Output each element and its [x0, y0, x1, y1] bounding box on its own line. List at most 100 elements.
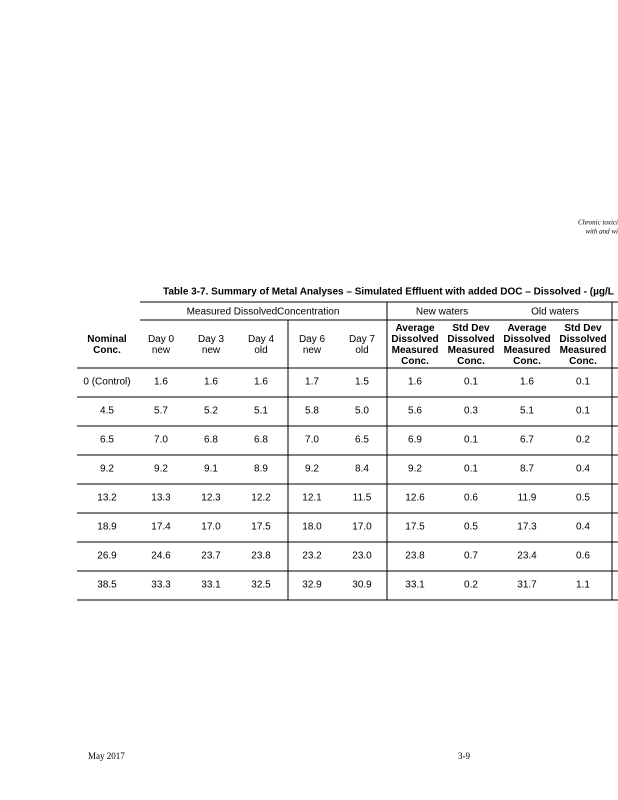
cell: 18.0 — [302, 522, 322, 533]
cell: 0.5 — [464, 522, 478, 533]
cell: 0.5 — [576, 493, 590, 504]
cell: 0.6 — [576, 551, 590, 562]
cell: 0.4 — [576, 464, 590, 475]
running-header: Chronic toxici — [578, 219, 618, 227]
column-header: Conc. — [401, 356, 429, 367]
cell: 6.5 — [100, 435, 114, 446]
cell: 23.0 — [352, 551, 372, 562]
column-header: Dissolved — [391, 334, 438, 345]
cell: 31.7 — [517, 580, 537, 591]
column-header: Day 4 — [248, 334, 275, 345]
cell: 23.8 — [405, 551, 425, 562]
cell: 30.9 — [352, 580, 372, 591]
column-header: Conc. — [569, 356, 597, 367]
cell: 1.6 — [254, 377, 268, 388]
cell: 0.1 — [464, 377, 478, 388]
column-header: Dissolved — [559, 334, 606, 345]
cell: 6.5 — [355, 435, 369, 446]
cell: 0.4 — [576, 522, 590, 533]
cell: 5.1 — [520, 406, 534, 417]
column-header: Day 6 — [299, 334, 326, 345]
cell: 5.0 — [355, 406, 369, 417]
cell: 0.2 — [464, 580, 478, 591]
column-header: new — [303, 345, 322, 356]
cell: 13.3 — [151, 493, 171, 504]
cell: 18.9 — [97, 522, 117, 533]
cell: 24.6 — [151, 551, 171, 562]
column-header: Average — [395, 323, 435, 334]
column-header: old — [355, 345, 368, 356]
cell: 9.2 — [408, 464, 422, 475]
cell: 6.7 — [520, 435, 534, 446]
table-lines — [140, 301, 618, 600]
cell: 6.8 — [204, 435, 218, 446]
cell: 17.4 — [151, 522, 171, 533]
cell: 13.2 — [97, 493, 117, 504]
cell: 1.1 — [576, 580, 590, 591]
column-header: Conc. — [457, 356, 485, 367]
table-title: Table 3-7. Summary of Metal Analyses – S… — [163, 287, 614, 298]
cell: 23.4 — [517, 551, 537, 562]
column-header: Conc. — [513, 356, 541, 367]
column-header: Std Dev — [452, 323, 490, 334]
cell: 32.9 — [302, 580, 322, 591]
cell: 32.5 — [251, 580, 271, 591]
running-header: with and wi — [585, 228, 618, 236]
cell: 38.5 — [97, 580, 117, 591]
cell: 17.5 — [251, 522, 271, 533]
cell: 23.8 — [251, 551, 271, 562]
cell: 26.9 — [97, 551, 117, 562]
group-header: Measured DissolvedConcentration — [187, 307, 340, 318]
cell: 11.9 — [518, 493, 537, 504]
cell: 12.2 — [251, 493, 271, 504]
cell: 5.7 — [154, 406, 168, 417]
cell: 7.0 — [305, 435, 319, 446]
cell: 1.7 — [305, 377, 319, 388]
cell: 0.2 — [576, 435, 590, 446]
cell: 33.1 — [201, 580, 221, 591]
column-header: Nominal — [87, 334, 127, 345]
column-header: new — [152, 345, 171, 356]
column-header: Measured — [392, 345, 439, 356]
cell: 0 (Control) — [83, 377, 130, 388]
cell: 17.0 — [201, 522, 221, 533]
cell: 1.6 — [520, 377, 534, 388]
cell: 17.3 — [517, 522, 537, 533]
column-header: Day 0 — [148, 334, 175, 345]
column-header: Measured — [560, 345, 607, 356]
cell: 17.0 — [352, 522, 372, 533]
cell: 5.2 — [204, 406, 218, 417]
column-header: Std Dev — [564, 323, 602, 334]
cell: 4.5 — [100, 406, 114, 417]
column-header: Dissolved — [503, 334, 550, 345]
column-header: Measured — [504, 345, 551, 356]
cell: 33.3 — [151, 580, 171, 591]
cell: 5.1 — [254, 406, 268, 417]
cell: 0.1 — [464, 464, 478, 475]
cell: 17.5 — [405, 522, 425, 533]
column-header: new — [202, 345, 221, 356]
cell: 1.6 — [204, 377, 218, 388]
cell: 0.6 — [464, 493, 478, 504]
cell: 9.2 — [100, 464, 114, 475]
column-header: Day 7 — [349, 334, 376, 345]
cell: 9.2 — [305, 464, 319, 475]
cell: 12.3 — [201, 493, 221, 504]
cell: 1.6 — [154, 377, 168, 388]
cell: 1.5 — [355, 377, 369, 388]
cell: 0.1 — [576, 406, 590, 417]
cell: 9.1 — [204, 464, 218, 475]
cell: 7.0 — [154, 435, 168, 446]
column-header: Dissolved — [447, 334, 494, 345]
column-header: old — [254, 345, 267, 356]
cell: 12.6 — [405, 493, 425, 504]
cell: 23.2 — [302, 551, 322, 562]
cell: 0.1 — [576, 377, 590, 388]
column-header: Measured — [448, 345, 495, 356]
cell: 6.8 — [254, 435, 268, 446]
column-header: Average — [507, 323, 547, 334]
column-header: Day 3 — [198, 334, 225, 345]
group-header: Old waters — [531, 307, 579, 318]
cell: 23.7 — [201, 551, 221, 562]
